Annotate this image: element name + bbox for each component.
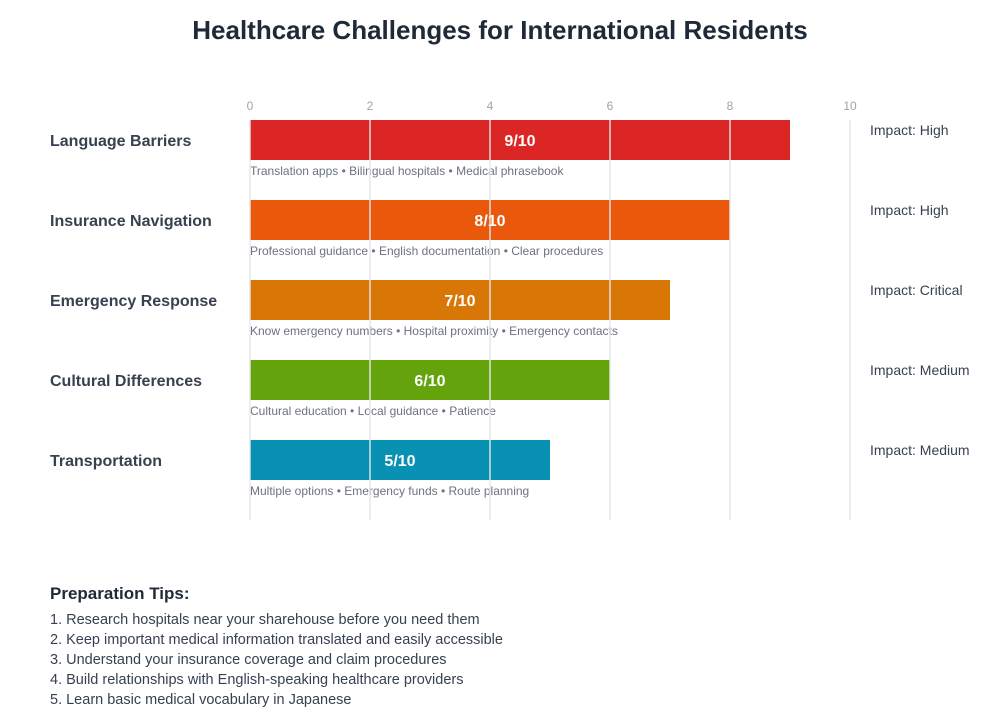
bar: [250, 280, 670, 320]
solution-text: Know emergency numbers • Hospital proxim…: [250, 324, 618, 338]
tip-item: 5. Learn basic medical vocabulary in Jap…: [50, 692, 352, 708]
preparation-tips: Preparation Tips: 1. Research hospitals …: [50, 584, 503, 710]
tip-item: 4. Build relationships with English-spea…: [50, 672, 464, 688]
impact-label: Impact: Medium: [870, 442, 970, 458]
tip-item: 2. Keep important medical information tr…: [50, 632, 503, 648]
x-tick-label: 4: [487, 99, 494, 113]
solution-text: Translation apps • Bilingual hospitals •…: [250, 164, 564, 178]
x-tick-label: 2: [367, 99, 374, 113]
impact-label: Impact: Critical: [870, 282, 963, 298]
bar: [250, 360, 610, 400]
bar: [250, 440, 550, 480]
bar-chart: Language Barriers 9/10 Translation apps • …: [50, 99, 970, 520]
bar-value-label: 7/10: [444, 293, 475, 310]
category-label: Transportation: [50, 453, 162, 470]
category-label: Insurance Navigation: [50, 213, 212, 230]
x-tick-label: 8: [727, 99, 734, 113]
bar-value-label: 5/10: [384, 453, 415, 470]
category-label: Cultural Differences: [50, 373, 202, 390]
tip-item: 1. Research hospitals near your sharehou…: [50, 612, 480, 628]
solution-text: Cultural education • Local guidance • Pa…: [250, 404, 496, 418]
impact-label: Impact: Medium: [870, 362, 970, 378]
x-tick-label: 10: [843, 99, 857, 113]
x-tick-label: 6: [607, 99, 614, 113]
category-label: Emergency Response: [50, 293, 217, 310]
chart-title: Healthcare Challenges for International …: [192, 15, 808, 45]
tip-item: 3. Understand your insurance coverage an…: [50, 652, 447, 668]
bar-value-label: 9/10: [504, 133, 535, 150]
impact-label: Impact: High: [870, 202, 949, 218]
category-label: Language Barriers: [50, 133, 191, 150]
bar: [250, 120, 790, 160]
bar-value-label: 6/10: [414, 373, 445, 390]
tips-heading: Preparation Tips:: [50, 584, 190, 603]
x-tick-label: 0: [247, 99, 254, 113]
impact-label: Impact: High: [870, 122, 949, 138]
solution-text: Professional guidance • English document…: [250, 244, 603, 258]
solution-text: Multiple options • Emergency funds • Rou…: [250, 484, 529, 498]
